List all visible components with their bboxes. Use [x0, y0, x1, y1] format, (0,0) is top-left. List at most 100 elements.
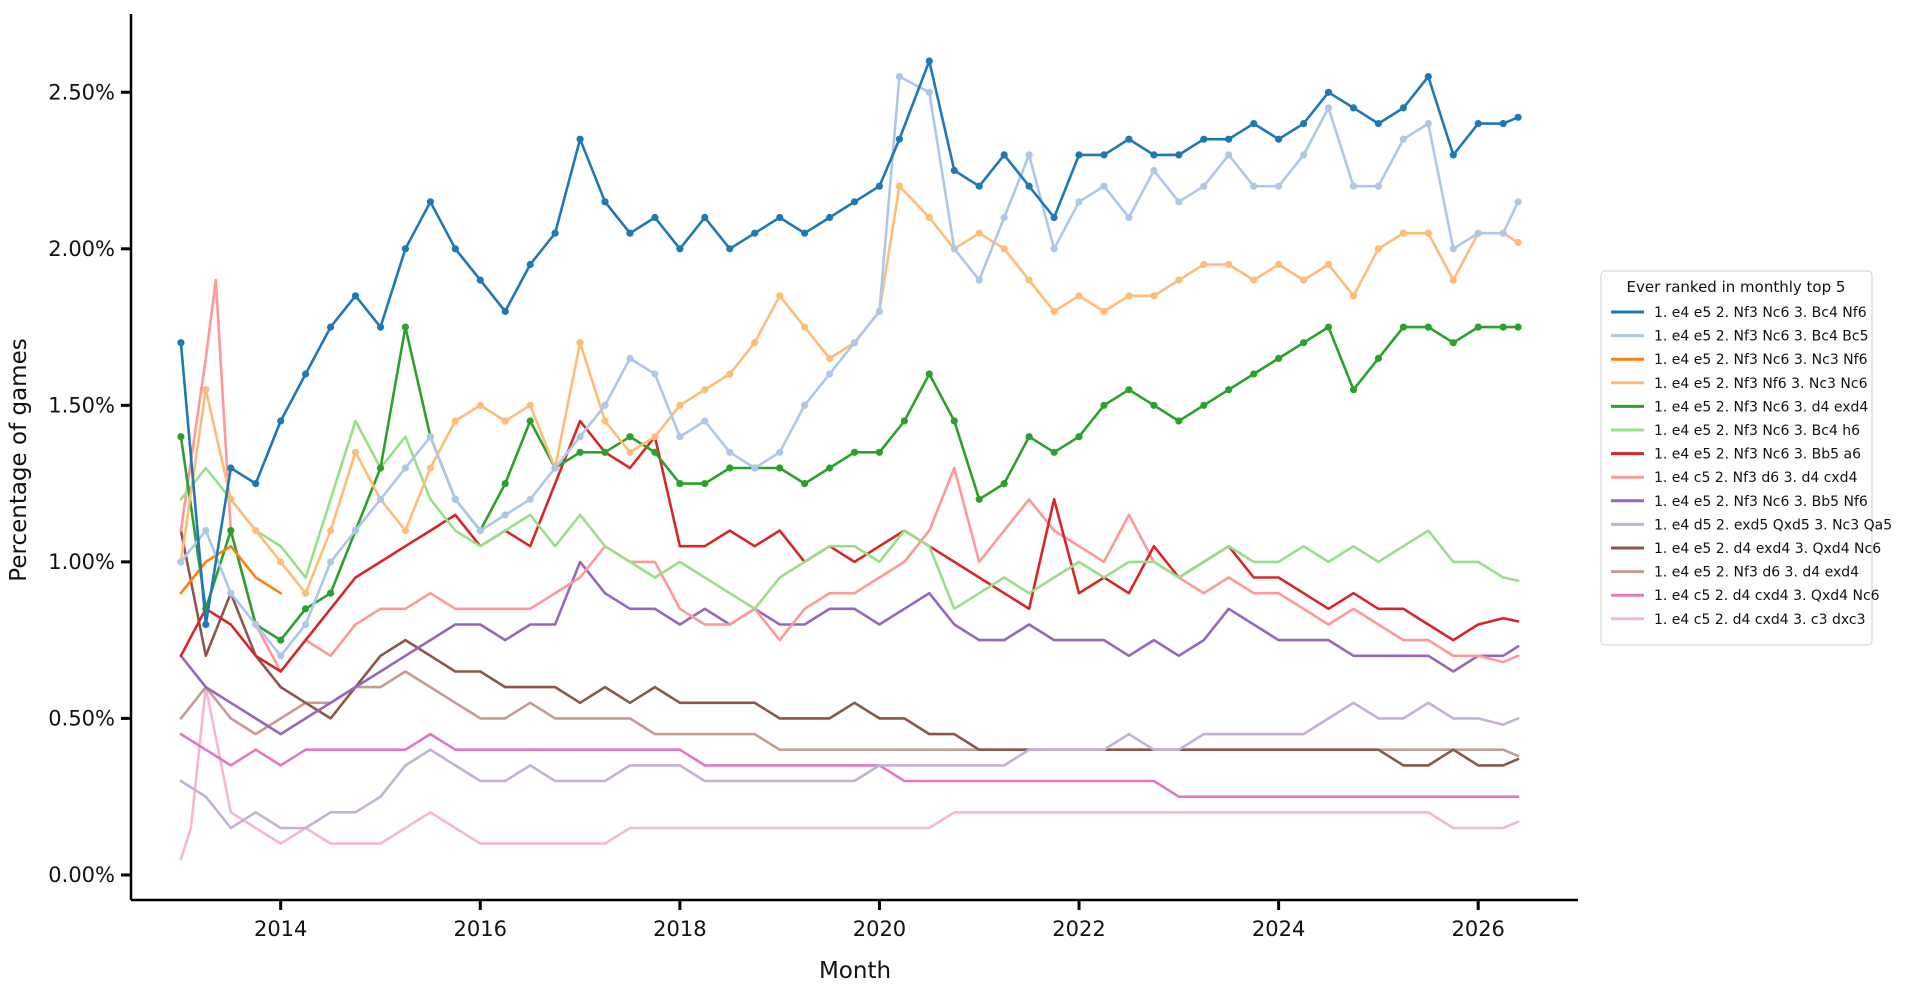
data-point	[1200, 401, 1208, 409]
series-7	[179, 278, 1520, 673]
data-point	[875, 448, 884, 456]
y-tick-label: 2.50%	[48, 80, 115, 104]
data-point	[1324, 260, 1333, 269]
data-point	[801, 323, 809, 331]
data-point	[1300, 276, 1308, 284]
data-point	[327, 558, 335, 566]
data-point	[776, 292, 784, 300]
data-point	[202, 527, 210, 535]
data-point	[1125, 292, 1133, 300]
data-point	[1374, 120, 1382, 128]
x-axis-ticks: 2014 2016 2018 2020 2022 2024 2026	[254, 900, 1505, 941]
data-point	[252, 527, 260, 535]
legend-entry-label: 1. e4 e5 2. Nf3 Nc6 3. Bb5 Nf6	[1654, 494, 1868, 510]
legend-entry-label: 1. e4 e5 2. Nf3 d6 3. d4 exd4	[1654, 565, 1859, 581]
data-point	[1514, 113, 1522, 121]
data-point	[1300, 151, 1308, 159]
data-point	[895, 135, 904, 143]
data-point	[476, 401, 484, 409]
data-point	[1474, 120, 1482, 128]
data-point	[1250, 120, 1258, 128]
data-point	[526, 401, 534, 409]
legend-box	[1600, 270, 1873, 646]
data-point	[751, 339, 759, 347]
data-point	[1374, 182, 1382, 190]
series-line	[179, 732, 1520, 798]
legend-entry-label: 1. e4 c5 2. Nf3 d6 3. d4 cxd4	[1654, 470, 1858, 486]
data-point	[1200, 135, 1208, 143]
data-point	[651, 213, 659, 222]
data-point	[726, 370, 734, 378]
data-point	[1225, 386, 1233, 394]
series-line	[179, 278, 1520, 673]
data-point	[177, 433, 185, 441]
data-point	[900, 417, 909, 425]
series-2	[179, 544, 282, 595]
data-point	[1374, 245, 1382, 253]
data-point	[576, 135, 584, 143]
data-point	[451, 495, 459, 503]
data-point	[1025, 276, 1033, 284]
data-point	[751, 464, 759, 472]
y-tick-label: 0.50%	[48, 706, 115, 730]
data-point	[601, 401, 609, 409]
data-point	[950, 245, 958, 253]
data-point	[1175, 198, 1183, 206]
data-point	[252, 480, 260, 488]
data-point	[776, 448, 784, 456]
y-tick-label: 1.00%	[48, 550, 115, 574]
data-point	[1125, 213, 1133, 222]
data-point	[227, 589, 235, 597]
data-point	[401, 323, 409, 331]
data-point	[850, 448, 859, 456]
data-point	[651, 448, 659, 456]
data-point	[895, 73, 904, 81]
data-point	[726, 464, 734, 472]
data-point	[1449, 276, 1457, 284]
data-point	[1449, 151, 1457, 159]
data-point	[376, 495, 385, 503]
legend-title: Ever ranked in monthly top 5	[1627, 278, 1846, 296]
data-point	[626, 354, 634, 362]
data-point	[451, 417, 459, 425]
data-point	[302, 370, 310, 378]
data-point	[925, 370, 933, 378]
data-point	[501, 307, 509, 315]
data-point	[626, 433, 634, 441]
data-point	[1399, 135, 1407, 143]
legend-entry-label: 1. e4 e5 2. Nf3 Nc6 3. Bc4 h6	[1654, 423, 1860, 439]
data-point	[1225, 151, 1233, 159]
legend-entry-label: 1. e4 e5 2. Nf3 Nc6 3. d4 exd4	[1654, 399, 1868, 415]
data-point	[1075, 292, 1083, 300]
data-point	[826, 370, 834, 378]
data-point	[302, 620, 310, 629]
data-point	[277, 636, 285, 644]
data-point	[1499, 323, 1507, 331]
data-point	[227, 527, 235, 535]
legend-entry-label: 1. e4 e5 2. Nf3 Nc6 3. Bc4 Nf6	[1654, 305, 1867, 321]
data-point	[401, 464, 409, 472]
series-8	[179, 560, 1520, 736]
y-axis-title: Percentage of games	[6, 338, 32, 581]
data-point	[1075, 433, 1083, 441]
legend-entry-label: 1. e4 e5 2. Nf3 Nc6 3. Bb5 a6	[1654, 447, 1861, 463]
data-point	[875, 182, 884, 190]
series-13	[179, 685, 1520, 861]
data-point	[701, 417, 709, 425]
data-point	[426, 464, 434, 472]
data-point	[1499, 229, 1507, 237]
data-point	[626, 448, 634, 456]
series-line	[179, 75, 1520, 658]
data-point	[975, 276, 983, 284]
data-point	[651, 433, 659, 441]
series-1	[177, 73, 1522, 660]
series-10	[179, 529, 1520, 767]
data-point	[1275, 260, 1283, 269]
data-point	[1499, 120, 1507, 128]
data-point	[1050, 245, 1058, 253]
data-point	[401, 527, 409, 535]
data-point	[177, 339, 185, 347]
data-point	[1025, 151, 1033, 159]
data-point	[1000, 151, 1008, 159]
data-point	[1150, 292, 1158, 300]
